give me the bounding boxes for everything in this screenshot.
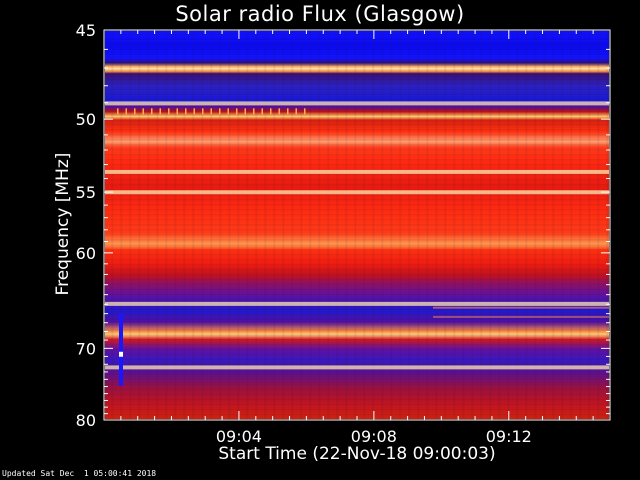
spectrogram-vertical-texture [105,31,609,419]
plot-area [104,30,610,420]
comb-mark [210,108,212,115]
x-tick-label-0: 09:04 [216,427,262,446]
comb-mark [151,108,153,115]
comb-mark [176,108,178,115]
comb-mark [304,108,306,115]
comb-mark [142,108,144,115]
comb-mark [261,108,263,115]
y-tick-label-60: 60 [76,244,96,263]
comb-mark [287,108,289,115]
y-tick-label-80: 80 [76,411,96,430]
bright-band-3 [105,301,609,306]
chart-title: Solar radio Flux (Glasgow) [175,2,465,26]
comb-mark [159,108,161,115]
comb-mark [117,108,119,115]
comb-mark [278,108,280,115]
comb-mark [295,108,297,115]
comb-mark [185,108,187,115]
comb-mark [168,108,170,115]
comb-mark [219,108,221,115]
comb-mark [193,108,195,115]
spectrogram-image [105,31,609,419]
comb-mark [227,108,229,115]
comb-mark [202,108,204,115]
bright-band-4 [105,365,609,370]
spectrogram-texture [105,31,609,419]
comb-mark [236,108,238,115]
plot-frame-border [103,29,611,421]
texture-band [433,315,609,318]
comb-mark [134,108,136,115]
x-tick-label-1: 09:08 [351,427,397,446]
x-tick-label-2: 09:12 [486,427,532,446]
comb-mark [244,108,246,115]
bright-band-2 [105,190,609,195]
comb-mark [125,108,127,115]
y-tick-label-55: 55 [76,183,96,202]
bright-band-1 [105,169,609,174]
y-axis-label: Frequency [MHz] [53,152,73,296]
burst-streak [119,313,123,386]
y-tick-label-45: 45 [76,21,96,40]
texture-band [433,306,609,309]
spectrogram-marks [105,101,609,386]
comb-mark [253,108,255,115]
burst-core [119,351,123,357]
y-tick-label-50: 50 [76,110,96,129]
y-tick-label-70: 70 [76,339,96,358]
updated-timestamp: Updated Sat Dec 1 05:00:41 2018 [2,469,157,478]
comb-mark [270,108,272,115]
x-axis-label: Start Time (22-Nov-18 09:00:03) [218,444,496,464]
bright-band-0 [105,101,609,106]
